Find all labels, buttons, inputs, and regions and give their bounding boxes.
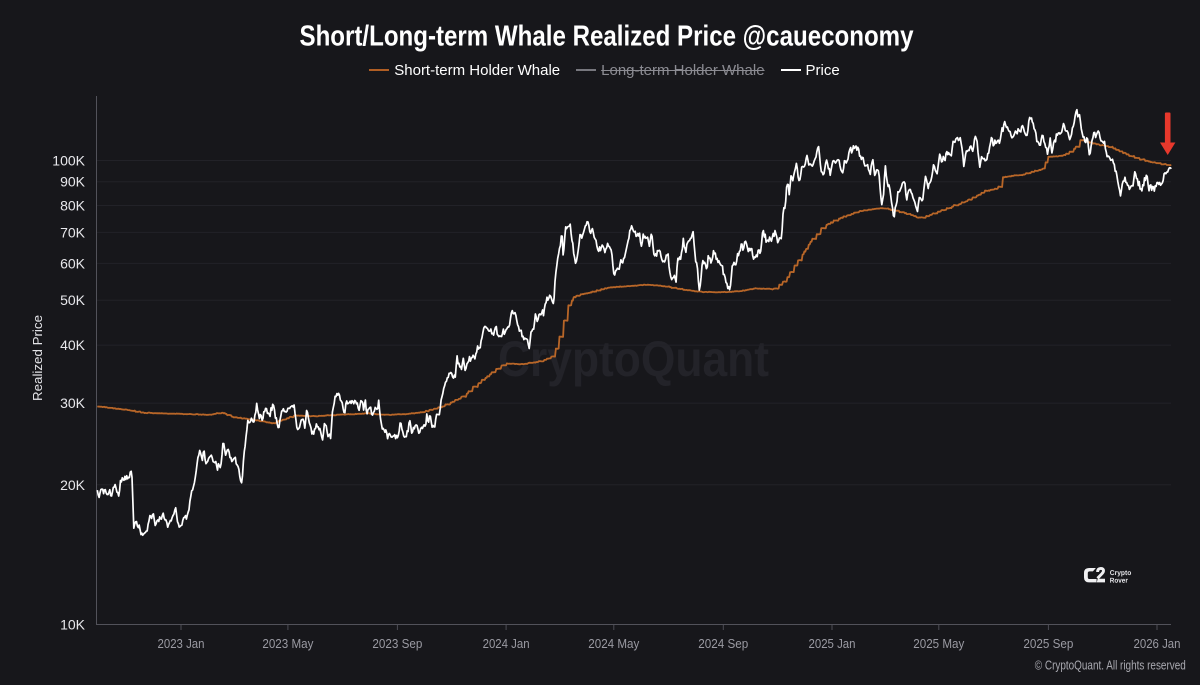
svg-text:50K: 50K [60, 292, 86, 308]
svg-text:90K: 90K [60, 174, 86, 190]
svg-text:10K: 10K [60, 617, 86, 633]
svg-text:80K: 80K [60, 198, 86, 214]
svg-text:2025 Jan: 2025 Jan [809, 637, 856, 651]
svg-text:2024 Sep: 2024 Sep [698, 637, 748, 651]
svg-text:Rover: Rover [1110, 578, 1128, 585]
svg-text:2025 Sep: 2025 Sep [1023, 637, 1073, 651]
svg-text:40K: 40K [60, 337, 86, 353]
svg-text:70K: 70K [60, 224, 86, 240]
svg-text:© CryptoQuant. All rights rese: © CryptoQuant. All rights reserved [1035, 658, 1186, 672]
svg-text:2024 Jan: 2024 Jan [483, 637, 530, 651]
svg-text:2025 May: 2025 May [913, 637, 965, 651]
svg-text:2026 Jan: 2026 Jan [1134, 637, 1181, 651]
svg-text:Short/Long-term Whale Realized: Short/Long-term Whale Realized Price @ca… [300, 20, 914, 52]
svg-text:CryptoQuant: CryptoQuant [498, 331, 769, 387]
svg-text:20K: 20K [60, 477, 86, 493]
svg-text:Crypto: Crypto [1110, 570, 1132, 577]
svg-text:100K: 100K [52, 153, 85, 169]
svg-text:Realized Price: Realized Price [30, 315, 45, 401]
svg-text:30K: 30K [60, 395, 86, 411]
svg-text:2023 Jan: 2023 Jan [158, 637, 205, 651]
svg-text:2024 May: 2024 May [588, 637, 640, 651]
svg-text:60K: 60K [60, 255, 86, 271]
svg-text:2023 May: 2023 May [262, 637, 314, 651]
svg-text:2023 Sep: 2023 Sep [372, 637, 422, 651]
